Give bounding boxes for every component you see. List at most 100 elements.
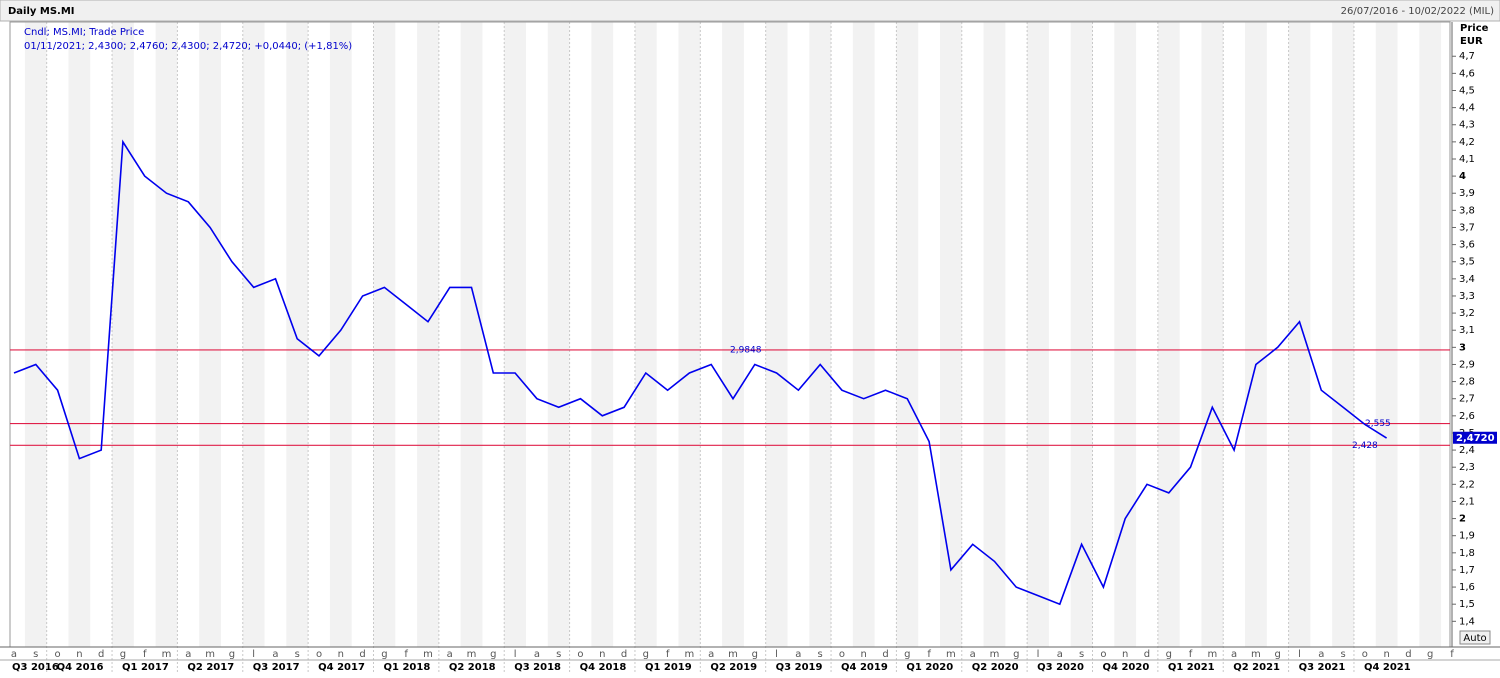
x-tick-label: g: [1166, 649, 1172, 660]
chart-title: Daily MS.MI: [8, 6, 75, 17]
quarter-label: Q4 2018: [580, 662, 627, 673]
x-tick-label: l: [1037, 649, 1040, 660]
month-band: [1027, 22, 1049, 647]
y-tick-label: 1,5: [1459, 599, 1475, 610]
quarter-label: Q2 2019: [710, 662, 757, 673]
last-price-label: 2,4720: [1456, 433, 1495, 444]
x-tick-label: g: [643, 649, 649, 660]
y-tick-label: 4,2: [1459, 137, 1475, 148]
quarter-label: Q3 2019: [776, 662, 823, 673]
month-band: [112, 22, 134, 647]
y-tick-label: 3,2: [1459, 308, 1475, 319]
x-tick-label: d: [98, 649, 104, 660]
y-tick-label: 4,6: [1459, 68, 1475, 79]
x-tick-label: n: [76, 649, 82, 660]
y-tick-label: 1,6: [1459, 582, 1475, 593]
quarter-label: Q1 2018: [384, 662, 431, 673]
month-band: [1375, 22, 1398, 647]
y-tick-label: 1,7: [1459, 565, 1475, 576]
x-tick-label: o: [839, 649, 845, 660]
y-tick-label: 1,4: [1459, 616, 1475, 627]
quarter-label: Q1 2020: [906, 662, 953, 673]
x-tick-label: d: [621, 649, 627, 660]
x-tick-label: s: [1079, 649, 1084, 660]
x-tick-label: g: [120, 649, 126, 660]
quarter-label: Q2 2018: [449, 662, 496, 673]
x-tick-label: m: [1251, 649, 1261, 660]
quarter-label: Q4 2017: [318, 662, 365, 673]
month-band: [547, 22, 570, 647]
x-tick-label: f: [666, 649, 670, 660]
x-tick-label: m: [685, 649, 695, 660]
x-tick-label: s: [818, 649, 823, 660]
auto-button[interactable]: [1459, 630, 1491, 645]
month-band: [765, 22, 788, 647]
quarter-label: Q1 2021: [1168, 662, 1215, 673]
y-tick-label: 4,3: [1459, 120, 1475, 131]
x-tick-label: l: [1298, 649, 1301, 660]
auto-label[interactable]: Auto: [1463, 633, 1486, 644]
x-tick-label: s: [33, 649, 38, 660]
x-tick-label: n: [1122, 649, 1128, 660]
y-tick-label: 2,7: [1459, 394, 1475, 405]
info: 01/11/2021; 2,4300; 2,4760; 2,4300; 2,47…: [24, 41, 352, 52]
x-tick-label: a: [534, 649, 540, 660]
y-tick-label: 1,8: [1459, 548, 1475, 559]
y-tick-label: 2: [1459, 514, 1466, 525]
month-band: [68, 22, 91, 647]
x-tick-label: f: [927, 649, 931, 660]
month-band: [199, 22, 221, 647]
month-band: [1419, 22, 1442, 647]
x-tick-label: d: [359, 649, 365, 660]
x-tick-label: l: [775, 649, 778, 660]
x-tick-label: s: [295, 649, 300, 660]
quarter-label: Q4 2019: [841, 662, 888, 673]
month-band: [329, 22, 352, 647]
y-axis-label: Price: [1460, 23, 1489, 34]
quarter-label: Q2 2020: [972, 662, 1019, 673]
x-tick-label: g: [904, 649, 910, 660]
x-tick-label: o: [1100, 649, 1106, 660]
y-tick-label: 3,7: [1459, 222, 1475, 233]
month-band: [591, 22, 614, 647]
x-tick-label: a: [970, 649, 976, 660]
x-tick-label: d: [882, 649, 888, 660]
y-tick-label: 3,4: [1459, 274, 1475, 285]
month-band: [852, 22, 875, 647]
x-tick-label: m: [946, 649, 956, 660]
quarter-label: Q3 2018: [514, 662, 561, 673]
month-band: [1070, 22, 1093, 647]
month-band: [1332, 22, 1354, 647]
month-band: [678, 22, 701, 647]
x-tick-label: g: [490, 649, 496, 660]
month-band: [373, 22, 396, 647]
x-tick-label: m: [467, 649, 477, 660]
month-band: [24, 22, 47, 647]
month-band: [286, 22, 309, 647]
x-tick-label: g: [381, 649, 387, 660]
x-tick-label: o: [55, 649, 61, 660]
month-band: [1114, 22, 1137, 647]
x-tick-label: a: [272, 649, 278, 660]
quarter-label: Q3 2020: [1037, 662, 1084, 673]
x-tick-label: m: [423, 649, 433, 660]
y-tick-label: 4: [1459, 171, 1466, 182]
month-band: [155, 22, 178, 647]
hline-label: 2,9848: [730, 345, 762, 355]
x-tick-label: f: [404, 649, 408, 660]
x-tick-label: n: [1383, 649, 1389, 660]
x-tick-label: m: [162, 649, 172, 660]
last-price-box: [1453, 431, 1497, 444]
x-tick-label: m: [728, 649, 738, 660]
month-band: [417, 22, 439, 647]
month-band: [1288, 22, 1311, 647]
x-tick-label: a: [1057, 649, 1063, 660]
x-tick-label: o: [577, 649, 583, 660]
y-tick-label: 2,2: [1459, 479, 1475, 490]
x-tick-label: a: [708, 649, 714, 660]
month-band: [1157, 22, 1180, 647]
y-tick-label: 4,1: [1459, 154, 1475, 165]
x-tick-label: g: [1275, 649, 1281, 660]
x-tick-label: d: [1405, 649, 1411, 660]
